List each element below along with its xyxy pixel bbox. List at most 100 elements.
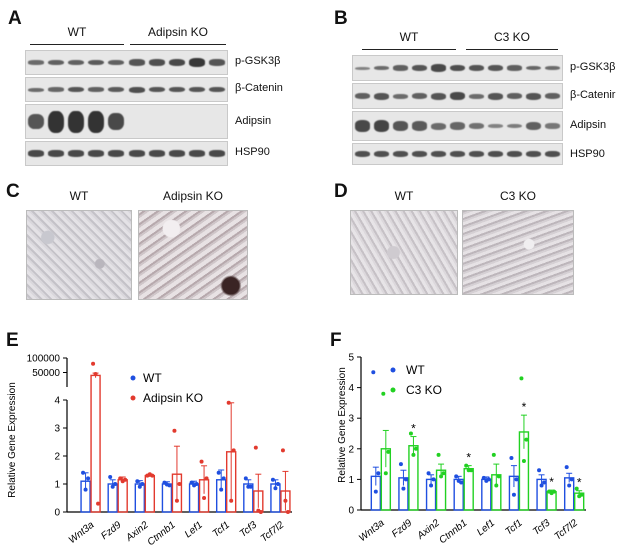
panel-e-bar (144, 474, 156, 513)
blot-band (108, 59, 125, 66)
panel-e-point (167, 483, 172, 488)
panel-e-point (258, 510, 263, 514)
blot-band (449, 64, 466, 72)
panel-e-letter: E (6, 330, 19, 351)
panel-a-row-label: HSP90 (235, 146, 270, 158)
panel-f-point (436, 452, 441, 457)
panel-c-label-ko: Adipsin KO (162, 189, 224, 203)
panel-f-ytick-label: 0 (348, 506, 354, 517)
blot-band (188, 58, 205, 67)
panel-f-xtick-label: Tcf1 (503, 518, 524, 538)
panel-f-point (494, 483, 499, 488)
panel-b-group-ko: C3 KO (493, 30, 530, 44)
blot-band (468, 64, 485, 72)
panel-e-point (118, 476, 123, 481)
panel-a-row-label: β-Catenin (235, 82, 283, 94)
panel-b-row-label: p-GSK3β (570, 61, 616, 73)
panel-e-point (189, 480, 194, 485)
blot-band (148, 150, 165, 157)
panel-e-xtick-label: Wnt3a (67, 519, 97, 545)
panel-f-point (537, 468, 542, 473)
blot-band (487, 123, 504, 129)
blot-band (525, 65, 542, 71)
panel-b-wt-bar (362, 49, 456, 50)
panel-f-significance: * (522, 400, 527, 414)
panel-f-point (567, 483, 572, 488)
panel-f-point (486, 477, 491, 482)
panel-e-point (204, 476, 209, 481)
blot-band (108, 150, 125, 157)
blot-band (188, 150, 205, 157)
blot-band (28, 150, 45, 157)
panel-e-ytick-label: 2 (54, 452, 60, 463)
panel-e-point (150, 473, 155, 478)
panel-f-point (509, 455, 514, 460)
panel-f-significance: * (549, 475, 554, 489)
blot-band (373, 92, 390, 100)
blot-band (48, 59, 65, 66)
panel-e-point (275, 482, 280, 486)
panel-f-legend-marker (390, 387, 396, 393)
panel-a-blot-adipsin (25, 104, 228, 139)
panel-f-point (524, 437, 529, 442)
panel-f-point (373, 489, 378, 494)
panel-f-point (574, 486, 579, 491)
panel-e-legend-marker (130, 395, 136, 401)
blot-band (88, 150, 105, 157)
blot-band (392, 151, 409, 157)
panel-e-bar (188, 483, 200, 513)
blot-band (411, 93, 428, 99)
panel-b-ko-bar (466, 49, 558, 50)
panel-e-point (219, 487, 224, 492)
panel-f-bar (481, 478, 492, 511)
blot-band (468, 122, 485, 130)
panel-f-point (383, 471, 388, 476)
panel-f-point (481, 475, 486, 480)
blot-band (208, 150, 225, 157)
blot-band (544, 65, 561, 71)
blot-band (392, 121, 409, 131)
blot-band (487, 64, 504, 72)
blot-band (48, 87, 65, 92)
panel-f-point (403, 477, 408, 482)
panel-f-point (426, 471, 431, 476)
panel-e-ytick-label: 3 (54, 424, 60, 435)
panel-e-point (199, 459, 204, 464)
panel-e-point (93, 371, 98, 376)
blot-band (544, 93, 561, 99)
panel-e-legend-label: WT (143, 371, 162, 385)
panel-e-point (202, 496, 207, 500)
panel-a-row-label: p-GSK3β (235, 55, 281, 67)
blot-band (68, 59, 85, 66)
panel-e-point (194, 482, 199, 486)
blot-band (68, 86, 85, 93)
panel-f-ytick-label: 2 (348, 444, 354, 455)
panel-e-point (86, 476, 91, 481)
panel-d-letter: D (334, 181, 348, 202)
blot-band (506, 151, 523, 157)
panel-a-blot-bcatenin (25, 77, 228, 102)
panel-f-point (552, 489, 557, 494)
blot-band (168, 58, 185, 67)
panel-e-ytick-label: 4 (54, 396, 60, 407)
blot-band (487, 92, 504, 100)
panel-e-point (137, 484, 142, 489)
panel-e-point (81, 470, 86, 475)
panel-f-point (386, 449, 391, 454)
blot-band (168, 150, 185, 157)
panel-f-ytick-label: 1 (348, 475, 354, 486)
blot-band (468, 93, 485, 99)
panel-d-label-wt: WT (394, 189, 414, 203)
blot-band (525, 92, 542, 100)
blot-band (208, 86, 225, 93)
panel-f-significance: * (577, 476, 582, 490)
blot-band (88, 110, 105, 133)
panel-f-chart: Relative Gene Expression 0 1 2 3 4 5 Wnt3a * Fzd… (337, 353, 586, 545)
panel-e-chart: Relative Gene Expression 0 1 2 3 4 50000 10000… (7, 354, 292, 545)
panel-f-xtick-label: Ctnnb1 (437, 518, 469, 545)
blot-band (354, 93, 371, 99)
panel-a-letter: A (8, 8, 22, 29)
blot-band (128, 59, 145, 66)
blot-band (411, 151, 428, 157)
panel-e-point (248, 484, 253, 489)
